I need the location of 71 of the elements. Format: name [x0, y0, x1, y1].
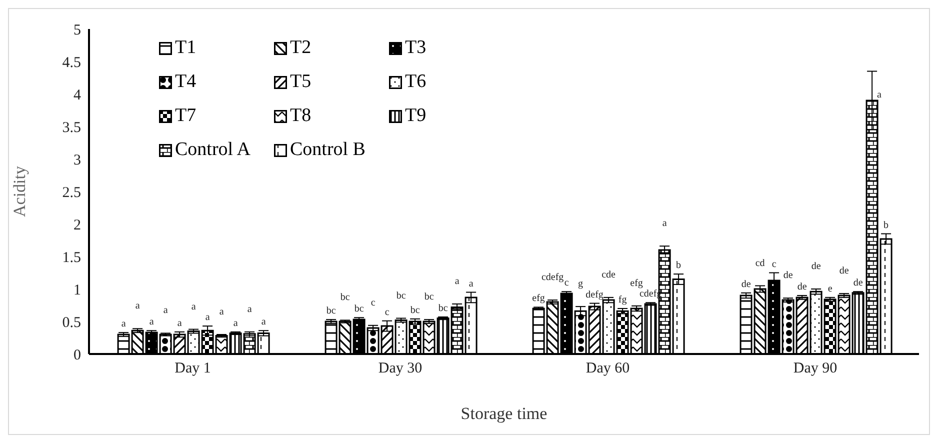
- y-tick-label: 3: [74, 152, 81, 168]
- data-label: c: [370, 297, 376, 308]
- data-label: a: [149, 316, 154, 328]
- data-label: cd: [755, 258, 765, 269]
- x-axis-title: Storage time: [460, 404, 548, 423]
- data-label: c: [772, 258, 777, 270]
- data-label: a: [233, 318, 238, 329]
- data-label: a: [247, 304, 252, 315]
- y-tick-label: 4: [74, 87, 82, 104]
- data-label: a: [135, 300, 140, 312]
- data-label: cde: [602, 269, 616, 280]
- legend-label: T1: [175, 37, 196, 59]
- x-tick-label: Day 30: [378, 360, 422, 377]
- data-label: defg: [586, 289, 604, 300]
- y-tick-label: 3.5: [62, 120, 81, 136]
- y-tick-label: 5: [74, 22, 81, 38]
- data-label: cdefg: [541, 272, 564, 284]
- x-tick-label: Day 90: [793, 360, 838, 377]
- data-label: bc: [354, 304, 364, 315]
- data-label: e: [828, 283, 833, 294]
- legend-label: T5: [290, 71, 312, 93]
- data-label: bc: [340, 292, 350, 304]
- data-label: a: [191, 301, 196, 312]
- data-label: b: [884, 220, 889, 231]
- y-tick-label: 2.5: [62, 184, 81, 201]
- data-label: a: [877, 90, 882, 100]
- data-label: b: [676, 260, 682, 272]
- y-tick-label: 4.5: [62, 54, 81, 71]
- data-label: de: [853, 278, 864, 289]
- data-label: a: [219, 306, 224, 318]
- legend-label: T4: [175, 71, 196, 93]
- legend-label: T8: [290, 105, 312, 127]
- data-label: a: [468, 278, 474, 290]
- data-label: de: [839, 266, 850, 277]
- x-tick-label: Day 60: [586, 360, 630, 377]
- data-label: efg: [532, 293, 545, 304]
- y-tick-label: 2: [74, 217, 81, 234]
- data-label: de: [797, 282, 808, 292]
- data-label: bc: [410, 304, 420, 316]
- legend-label: Control B: [290, 139, 366, 161]
- data-label: a: [454, 276, 460, 287]
- data-label: a: [163, 305, 168, 316]
- data-label: a: [261, 316, 266, 328]
- y-tick-label: 0: [74, 347, 81, 364]
- data-label: bc: [438, 302, 448, 314]
- legend-label: T9: [405, 105, 426, 127]
- data-label: c: [564, 278, 570, 289]
- legend-label: T2: [290, 37, 312, 59]
- data-label: efg: [630, 278, 643, 289]
- data-label: de: [741, 278, 752, 290]
- legend-label: T3: [405, 37, 426, 59]
- data-label: a: [177, 318, 182, 329]
- data-label: c: [384, 306, 390, 318]
- y-tick-label: 0.5: [62, 314, 81, 331]
- legend-label: T6: [405, 71, 426, 93]
- y-axis-title: Acidity: [10, 166, 30, 217]
- data-label: de: [811, 261, 822, 272]
- data-label: g: [578, 278, 584, 290]
- data-label: bc: [396, 290, 406, 302]
- y-tick-label: 1: [74, 282, 81, 298]
- data-label: fg: [618, 294, 627, 306]
- y-tick-label: 1.5: [62, 250, 81, 266]
- data-label: a: [662, 218, 668, 230]
- data-label: a: [121, 318, 126, 330]
- data-label: bc: [326, 306, 336, 317]
- data-label: a: [205, 312, 210, 324]
- x-tick-label: Day 1: [174, 360, 211, 377]
- legend-label: T7: [175, 105, 196, 127]
- legend-label: Control A: [175, 139, 250, 161]
- data-label: de: [783, 270, 794, 282]
- data-label: bc: [424, 292, 434, 303]
